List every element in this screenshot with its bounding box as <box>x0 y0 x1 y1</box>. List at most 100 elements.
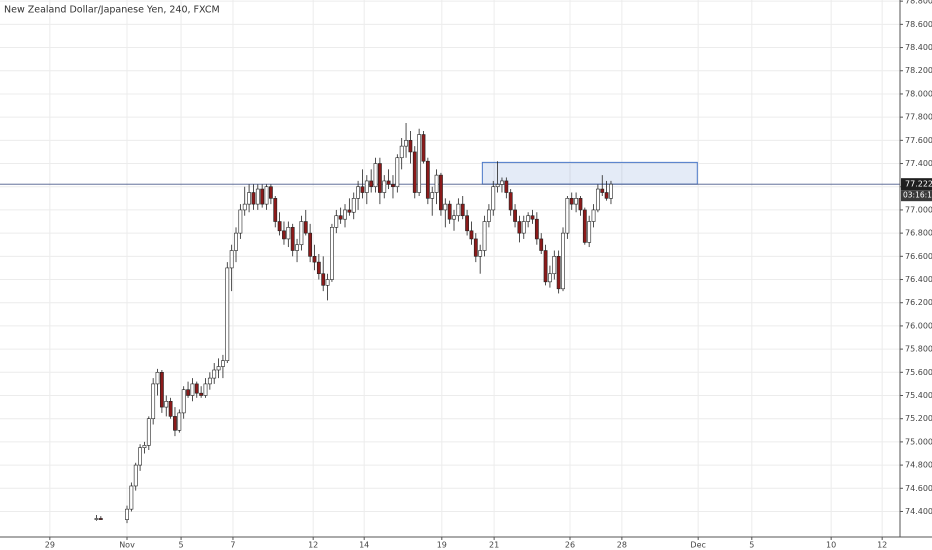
candle-body <box>225 267 230 362</box>
candle-body <box>469 230 474 240</box>
y-tick-label: 76.800 <box>905 229 932 238</box>
candle-body <box>386 180 391 185</box>
axes: 74.400 74.600 74.800 75.000 75.200 75.400 75.6… <box>45 0 932 550</box>
candle-body <box>316 261 321 275</box>
candle-body <box>351 198 356 213</box>
y-tick-label: 78.400 <box>905 43 932 52</box>
candle-body <box>569 198 574 205</box>
candle-body <box>434 174 439 193</box>
candle-body <box>377 163 382 193</box>
y-tick-label: 75.600 <box>905 368 932 377</box>
candle-body <box>277 221 282 232</box>
candle-body <box>212 369 217 379</box>
candle-body <box>360 186 365 193</box>
y-tick-label: 76.400 <box>905 275 932 284</box>
x-tick-label: 12 <box>877 541 887 550</box>
last-price-label: 77.222 <box>905 180 932 189</box>
y-tick-label: 77.800 <box>905 113 932 122</box>
candle-body <box>168 401 173 417</box>
grid <box>0 0 900 537</box>
y-tick-label: 76.000 <box>905 321 932 330</box>
candle-body <box>125 508 129 520</box>
candle-body <box>268 186 273 199</box>
y-tick-label: 75.800 <box>905 345 932 354</box>
y-tick-label: 74.600 <box>905 484 932 493</box>
candle-body <box>264 186 269 205</box>
candle-body <box>504 180 509 193</box>
y-tick-label: 75.000 <box>905 437 932 446</box>
y-tick-label: 78.600 <box>905 20 932 29</box>
candle-body <box>260 188 265 205</box>
last-price-box <box>901 178 932 191</box>
candle-body <box>452 215 456 220</box>
candle-body <box>190 383 195 396</box>
candle-body <box>513 209 517 222</box>
candle-body <box>495 184 500 188</box>
candle-body <box>221 360 225 367</box>
candle-body <box>548 273 552 283</box>
candle-body <box>417 134 422 193</box>
candle-body <box>138 447 142 466</box>
x-tick-label: 28 <box>617 541 627 550</box>
candle-body <box>600 188 605 193</box>
candle-body <box>151 383 156 419</box>
candle-body <box>399 145 404 159</box>
candle-body <box>177 412 182 431</box>
candle-body <box>255 188 260 205</box>
candle-body <box>312 256 317 263</box>
candle-body <box>561 232 565 290</box>
y-tick-label: 74.400 <box>905 507 932 516</box>
candle-body <box>203 383 208 396</box>
candle-body <box>242 203 247 211</box>
candle-body <box>159 372 164 408</box>
x-tick-label: 26 <box>565 541 575 550</box>
y-tick-label: 78.800 <box>905 0 932 6</box>
y-tick-label: 77.400 <box>905 159 932 168</box>
candle-body <box>526 215 531 222</box>
candle-body <box>578 198 583 211</box>
candle-body <box>604 192 609 199</box>
candle-body <box>98 518 103 520</box>
countdown-box <box>901 190 932 202</box>
zone-rectangle <box>481 161 698 185</box>
candle-body <box>369 180 374 188</box>
candle-body <box>574 198 578 205</box>
candle-body <box>207 377 212 385</box>
candle-body <box>186 389 190 396</box>
candle-body <box>229 250 234 269</box>
y-tick-label: 78.000 <box>905 89 932 98</box>
x-tick-label: 29 <box>45 541 55 550</box>
candle-body <box>447 203 452 220</box>
candle-body <box>404 140 408 147</box>
x-tick-label: 7 <box>230 541 235 550</box>
candle-body <box>321 273 326 286</box>
candle-body <box>500 180 504 185</box>
y-tick-label: 76.200 <box>905 298 932 307</box>
candle-body <box>295 244 299 251</box>
candle-body <box>164 401 169 408</box>
candle-body <box>382 180 387 193</box>
candle-body <box>238 209 243 234</box>
candle-body <box>595 188 600 211</box>
candle-body <box>465 215 469 232</box>
candle-body <box>299 221 304 246</box>
candle-body <box>430 192 435 199</box>
candle-body <box>543 250 548 283</box>
candle-body <box>282 230 286 240</box>
y-tick-label: 75.200 <box>905 414 932 423</box>
candle-body <box>133 464 138 487</box>
candle-body <box>534 218 539 240</box>
x-tick-label: Nov <box>119 541 135 550</box>
candle-body <box>247 192 251 205</box>
candle-body <box>408 140 413 153</box>
candle-body <box>582 209 587 243</box>
candle-body <box>473 238 478 257</box>
candle-body <box>517 221 522 234</box>
candle-body <box>539 238 544 251</box>
y-tick-label: 77.000 <box>905 205 932 214</box>
candle-body <box>587 221 592 243</box>
price-axis-bg <box>900 0 932 550</box>
candle-body <box>443 203 448 211</box>
